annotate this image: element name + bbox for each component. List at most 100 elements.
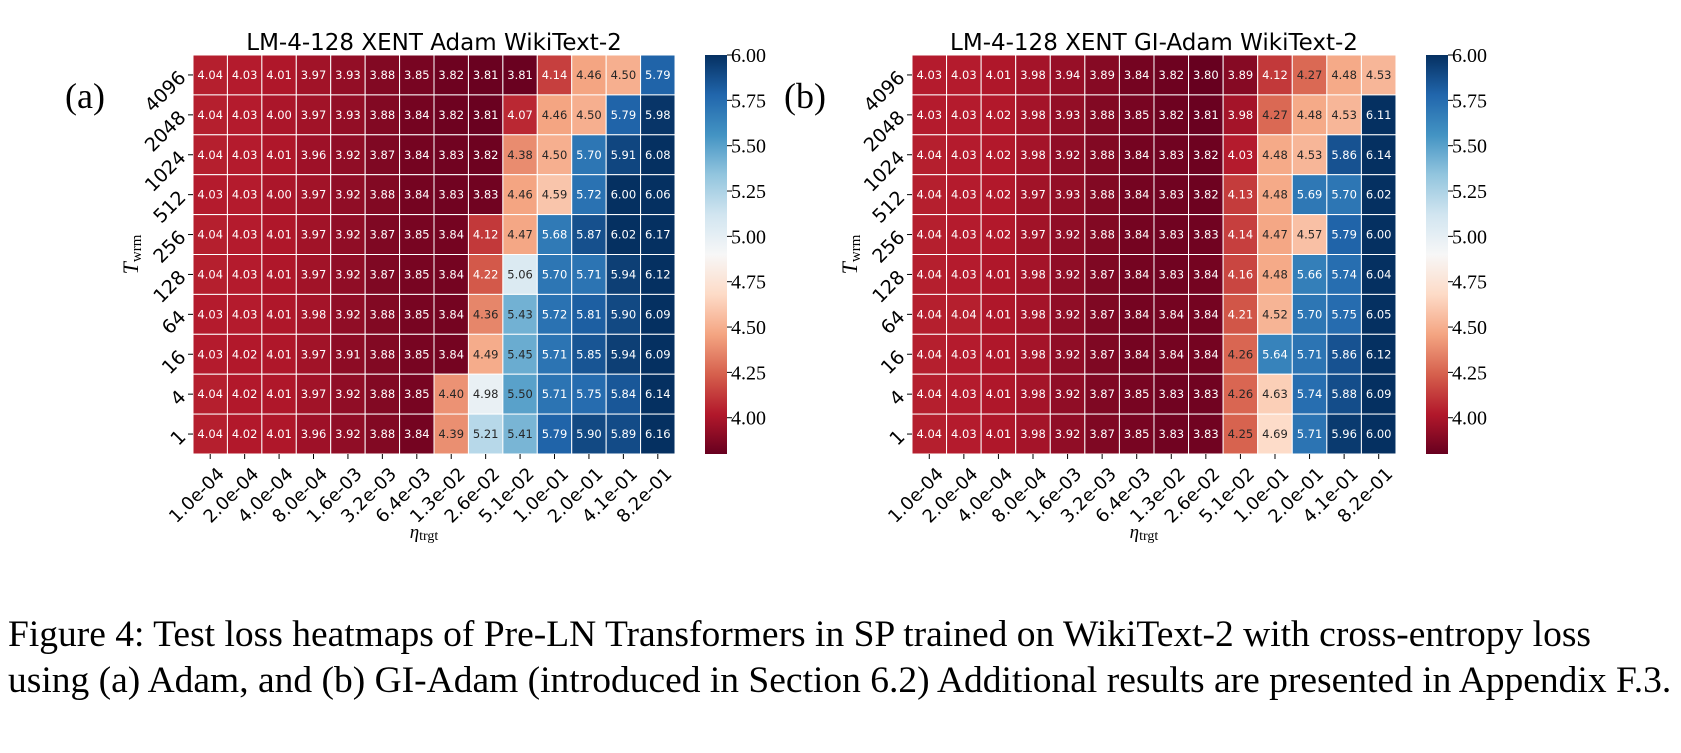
cell-value-label: 4.02 [986,188,1012,202]
cell-value-label: 3.98 [1020,307,1046,321]
colorbar-tick-label: 5.25 [1452,181,1487,203]
cell-value-label: 3.96 [301,148,327,162]
cell-value-label: 4.48 [1331,68,1357,82]
cell-value-label: 3.83 [438,148,464,162]
cell-value-label: 4.22 [473,267,499,281]
cell-value-label: 4.00 [266,108,292,122]
heatmap-cell [261,413,297,455]
heatmap-cell [946,94,982,136]
cell-value-label: 4.01 [266,148,292,162]
figure-caption: Figure 4: Test loss heatmaps of Pre-LN T… [8,614,1672,701]
heatmap-cell [226,413,263,455]
cell-value-label: 3.84 [1124,68,1150,82]
heatmap-cell [226,94,263,136]
heatmap-cell [1291,134,1328,176]
heatmap-cell [1291,293,1328,335]
cell-value-label: 3.84 [1124,307,1150,321]
cell-value-label: 4.48 [1262,148,1288,162]
cell-value-label: 3.85 [1124,427,1150,441]
cell-value-label: 4.01 [986,267,1012,281]
x-axis-label: ηtrgt [1130,522,1159,544]
heatmap-cell [261,373,297,415]
cell-value-label: 3.83 [438,188,464,202]
heatmap-cell [467,293,504,335]
cell-value-label: 5.66 [1297,267,1323,281]
colorbar [705,55,727,454]
cell-value-label: 4.01 [986,307,1012,321]
cell-value-label: 4.48 [1262,267,1288,281]
heatmap-cell [192,413,228,455]
cell-value-label: 3.92 [335,427,361,441]
heatmap-cell [1084,254,1120,295]
cell-value-label: 4.01 [986,427,1012,441]
colorbar-tick-label: 6.00 [731,45,766,67]
heatmap-cell [330,293,366,335]
cell-value-label: 3.83 [473,188,499,202]
heatmap-cell [1257,413,1293,455]
heatmap-cell [1153,293,1190,335]
y-tick-label: 16 [877,346,910,379]
heatmap-cell [1360,333,1397,375]
heatmap-cell [536,134,573,176]
cell-value-label: 4.04 [916,347,942,361]
cell-value-label: 3.92 [335,228,361,242]
cell-value-label: 3.85 [404,68,430,82]
heatmap-cell [1326,174,1362,216]
heatmap-cell [1153,134,1190,176]
cell-value-label: 6.09 [1366,387,1392,401]
heatmap-cell [946,214,982,256]
cell-value-label: 5.75 [576,387,602,401]
cell-value-label: 3.82 [438,108,464,122]
colorbar-tick-label: 4.50 [1452,317,1487,339]
cell-value-label: 3.94 [1055,68,1081,82]
cell-value-label: 5.96 [1331,427,1357,441]
cell-value-label: 5.70 [576,148,602,162]
heatmap-cell [1049,174,1086,216]
heatmap-cell [571,174,607,216]
cell-value-label: 4.03 [1228,148,1254,162]
cell-value-label: 3.88 [370,68,396,82]
cell-value-label: 3.87 [1089,387,1115,401]
y-tick-label: 2048 [141,107,191,157]
heatmap-cell [295,254,332,295]
cell-value-label: 3.96 [301,427,327,441]
cell-value-label: 5.70 [1297,307,1323,321]
cell-value-label: 3.92 [1055,387,1081,401]
cell-value-label: 3.97 [301,68,327,82]
heatmap-cell [911,214,948,256]
cell-value-label: 5.74 [1297,387,1323,401]
cell-value-label: 5.94 [611,267,637,281]
cell-value-label: 3.91 [335,347,361,361]
cell-value-label: 3.88 [370,427,396,441]
cell-value-label: 3.84 [404,148,430,162]
colorbar-tick-label: 5.25 [731,181,766,203]
cell-value-label: 4.04 [197,228,223,242]
heatmap-cell [1222,54,1259,96]
cell-value-label: 3.97 [301,267,327,281]
heatmap-cell [1188,333,1224,375]
cell-value-label: 4.69 [1262,427,1288,441]
cell-value-label: 3.85 [404,387,430,401]
cell-value-label: 3.85 [1124,387,1150,401]
heatmap-cell [1188,174,1224,216]
cell-value-label: 4.50 [611,68,637,82]
cell-value-label: 3.98 [301,307,327,321]
cell-value-label: 3.97 [1020,188,1046,202]
cell-value-label: 3.93 [1055,188,1081,202]
cell-value-label: 3.85 [404,267,430,281]
heatmap-cell [946,54,982,96]
heatmap-cell [1326,413,1362,455]
cell-value-label: 4.03 [951,267,977,281]
y-tick-label: 128 [868,266,909,307]
y-tick-label: 4 [166,386,190,410]
cell-value-label: 4.03 [951,68,977,82]
cell-value-label: 4.48 [1262,188,1288,202]
heatmap-cell [467,413,504,455]
cell-value-label: 6.14 [645,387,671,401]
colorbar-tick-label: 6.00 [1452,45,1487,67]
cell-value-label: 6.11 [1366,108,1392,122]
cell-value-label: 3.83 [1158,188,1184,202]
cell-value-label: 4.27 [1297,68,1323,82]
cell-value-label: 3.83 [1158,387,1184,401]
cell-value-label: 3.87 [370,228,396,242]
